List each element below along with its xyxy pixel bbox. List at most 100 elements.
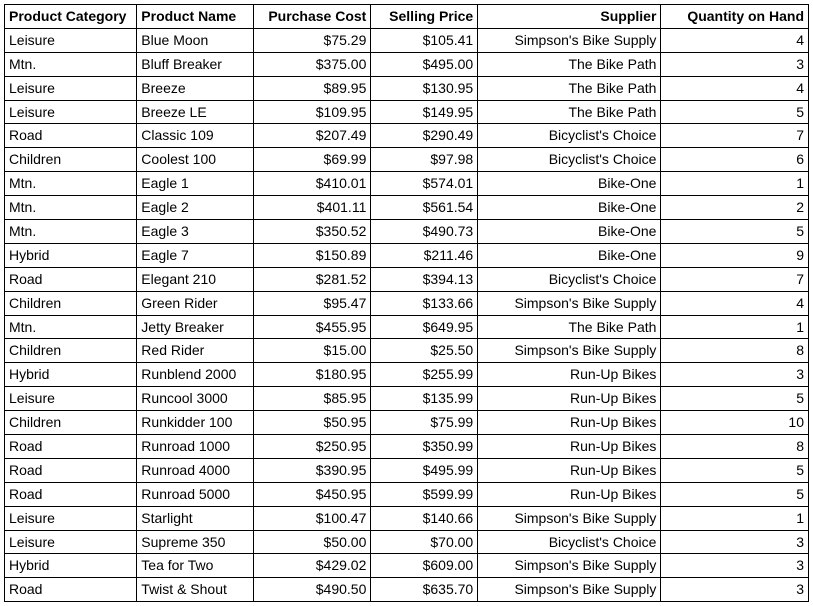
cell-price: $490.73 — [371, 220, 478, 244]
table-row: ChildrenRed Rider$15.00$25.50Simpson's B… — [5, 339, 809, 363]
cell-cost: $490.50 — [254, 578, 371, 602]
cell-qty: 4 — [661, 28, 809, 52]
cell-supplier: Bike-One — [478, 220, 661, 244]
cell-price: $609.00 — [371, 554, 478, 578]
cell-category: Leisure — [5, 387, 137, 411]
cell-category: Leisure — [5, 76, 137, 100]
cell-price: $394.13 — [371, 267, 478, 291]
cell-qty: 1 — [661, 172, 809, 196]
table-row: HybridTea for Two$429.02$609.00Simpson's… — [5, 554, 809, 578]
cell-qty: 1 — [661, 315, 809, 339]
cell-supplier: Run-Up Bikes — [478, 363, 661, 387]
cell-name: Elegant 210 — [137, 267, 254, 291]
cell-supplier: The Bike Path — [478, 76, 661, 100]
cell-cost: $401.11 — [254, 196, 371, 220]
table-row: HybridEagle 7$150.89$211.46Bike-One9 — [5, 243, 809, 267]
cell-qty: 3 — [661, 554, 809, 578]
cell-category: Road — [5, 458, 137, 482]
cell-qty: 2 — [661, 196, 809, 220]
cell-supplier: Run-Up Bikes — [478, 458, 661, 482]
column-header-cost: Purchase Cost — [254, 5, 371, 29]
cell-supplier: Bicyclist's Choice — [478, 148, 661, 172]
table-row: RoadTwist & Shout$490.50$635.70Simpson's… — [5, 578, 809, 602]
cell-cost: $410.01 — [254, 172, 371, 196]
cell-supplier: Bicyclist's Choice — [478, 124, 661, 148]
cell-name: Bluff Breaker — [137, 52, 254, 76]
cell-price: $70.00 — [371, 530, 478, 554]
table-row: RoadClassic 109$207.49$290.49Bicyclist's… — [5, 124, 809, 148]
table-row: LeisureStarlight$100.47$140.66Simpson's … — [5, 506, 809, 530]
cell-qty: 3 — [661, 578, 809, 602]
cell-name: Coolest 100 — [137, 148, 254, 172]
cell-name: Runroad 5000 — [137, 482, 254, 506]
cell-price: $561.54 — [371, 196, 478, 220]
cell-qty: 5 — [661, 482, 809, 506]
cell-supplier: Bike-One — [478, 196, 661, 220]
column-header-price: Selling Price — [371, 5, 478, 29]
cell-supplier: Simpson's Bike Supply — [478, 291, 661, 315]
cell-qty: 10 — [661, 411, 809, 435]
cell-supplier: Run-Up Bikes — [478, 387, 661, 411]
cell-qty: 3 — [661, 530, 809, 554]
cell-price: $255.99 — [371, 363, 478, 387]
cell-supplier: Simpson's Bike Supply — [478, 554, 661, 578]
cell-cost: $50.00 — [254, 530, 371, 554]
cell-name: Blue Moon — [137, 28, 254, 52]
cell-category: Road — [5, 482, 137, 506]
cell-supplier: Bicyclist's Choice — [478, 267, 661, 291]
cell-price: $149.95 — [371, 100, 478, 124]
cell-cost: $69.99 — [254, 148, 371, 172]
cell-category: Mtn. — [5, 172, 137, 196]
cell-qty: 4 — [661, 76, 809, 100]
cell-category: Children — [5, 291, 137, 315]
cell-category: Road — [5, 124, 137, 148]
table-row: HybridRunblend 2000$180.95$255.99Run-Up … — [5, 363, 809, 387]
cell-qty: 5 — [661, 220, 809, 244]
table-row: Mtn.Jetty Breaker$455.95$649.95The Bike … — [5, 315, 809, 339]
table-header-row: Product Category Product Name Purchase C… — [5, 5, 809, 29]
cell-cost: $85.95 — [254, 387, 371, 411]
cell-cost: $100.47 — [254, 506, 371, 530]
column-header-qty: Quantity on Hand — [661, 5, 809, 29]
cell-name: Green Rider — [137, 291, 254, 315]
cell-category: Hybrid — [5, 363, 137, 387]
cell-price: $25.50 — [371, 339, 478, 363]
cell-name: Runcool 3000 — [137, 387, 254, 411]
cell-cost: $75.29 — [254, 28, 371, 52]
cell-name: Runroad 1000 — [137, 435, 254, 459]
cell-cost: $150.89 — [254, 243, 371, 267]
cell-cost: $109.95 — [254, 100, 371, 124]
table-row: ChildrenCoolest 100$69.99$97.98Bicyclist… — [5, 148, 809, 172]
cell-qty: 7 — [661, 124, 809, 148]
cell-name: Runkidder 100 — [137, 411, 254, 435]
cell-cost: $281.52 — [254, 267, 371, 291]
table-body: LeisureBlue Moon$75.29$105.41Simpson's B… — [5, 28, 809, 601]
cell-name: Eagle 1 — [137, 172, 254, 196]
table-row: Mtn.Eagle 3$350.52$490.73Bike-One5 — [5, 220, 809, 244]
cell-cost: $450.95 — [254, 482, 371, 506]
products-table: Product Category Product Name Purchase C… — [4, 4, 809, 602]
cell-supplier: Simpson's Bike Supply — [478, 578, 661, 602]
cell-cost: $50.95 — [254, 411, 371, 435]
cell-qty: 9 — [661, 243, 809, 267]
cell-price: $495.99 — [371, 458, 478, 482]
cell-price: $211.46 — [371, 243, 478, 267]
table-row: RoadElegant 210$281.52$394.13Bicyclist's… — [5, 267, 809, 291]
cell-name: Breeze — [137, 76, 254, 100]
table-row: LeisureBreeze$89.95$130.95The Bike Path4 — [5, 76, 809, 100]
cell-category: Mtn. — [5, 220, 137, 244]
cell-category: Leisure — [5, 28, 137, 52]
cell-cost: $180.95 — [254, 363, 371, 387]
cell-name: Eagle 2 — [137, 196, 254, 220]
cell-qty: 5 — [661, 100, 809, 124]
cell-name: Tea for Two — [137, 554, 254, 578]
table-row: Mtn.Bluff Breaker$375.00$495.00The Bike … — [5, 52, 809, 76]
cell-qty: 6 — [661, 148, 809, 172]
cell-supplier: Simpson's Bike Supply — [478, 339, 661, 363]
column-header-name: Product Name — [137, 5, 254, 29]
cell-supplier: Bicyclist's Choice — [478, 530, 661, 554]
cell-category: Hybrid — [5, 554, 137, 578]
table-row: ChildrenRunkidder 100$50.95$75.99Run-Up … — [5, 411, 809, 435]
cell-qty: 8 — [661, 339, 809, 363]
table-row: ChildrenGreen Rider$95.47$133.66Simpson'… — [5, 291, 809, 315]
